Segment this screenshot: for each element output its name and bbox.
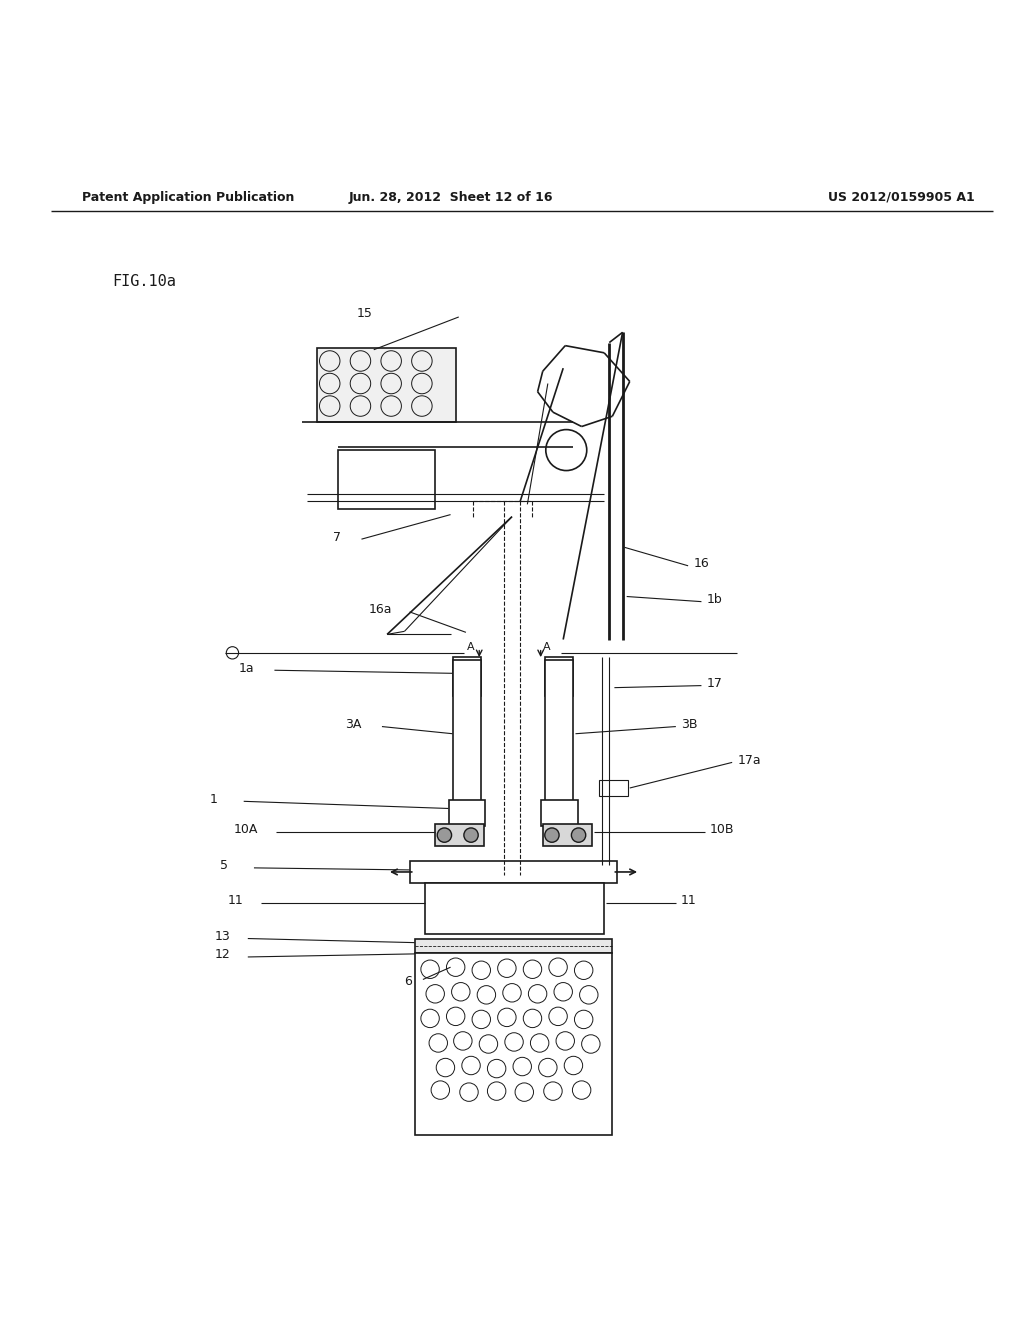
Bar bbox=[543, 824, 592, 846]
Circle shape bbox=[464, 828, 478, 842]
Bar bbox=[317, 347, 456, 422]
Text: 6: 6 bbox=[404, 975, 413, 989]
Bar bbox=[545, 657, 573, 696]
Text: 12: 12 bbox=[215, 948, 230, 961]
Bar bbox=[415, 939, 612, 953]
Text: Jun. 28, 2012  Sheet 12 of 16: Jun. 28, 2012 Sheet 12 of 16 bbox=[348, 190, 553, 203]
Text: 11: 11 bbox=[681, 894, 696, 907]
Bar bbox=[449, 800, 485, 826]
Bar bbox=[338, 450, 435, 510]
Text: 10A: 10A bbox=[233, 824, 258, 837]
Text: FIG.10a: FIG.10a bbox=[113, 273, 176, 289]
Text: 1: 1 bbox=[210, 793, 218, 805]
Text: A: A bbox=[543, 642, 550, 652]
Bar bbox=[435, 824, 484, 846]
Circle shape bbox=[571, 828, 586, 842]
Bar bbox=[453, 660, 481, 824]
Text: 1a: 1a bbox=[239, 661, 254, 675]
Text: 11: 11 bbox=[227, 894, 243, 907]
Circle shape bbox=[437, 828, 452, 842]
Text: 16: 16 bbox=[693, 557, 709, 570]
Bar bbox=[545, 660, 573, 824]
Bar bbox=[415, 863, 612, 882]
Text: 1b: 1b bbox=[707, 593, 722, 606]
Text: 15: 15 bbox=[356, 308, 373, 321]
Text: 16a: 16a bbox=[369, 603, 392, 616]
Text: 17: 17 bbox=[707, 677, 723, 690]
Text: 3A: 3A bbox=[345, 718, 361, 731]
Text: US 2012/0159905 A1: US 2012/0159905 A1 bbox=[827, 190, 975, 203]
Circle shape bbox=[545, 828, 559, 842]
Text: 13: 13 bbox=[215, 931, 230, 942]
Text: 3B: 3B bbox=[681, 718, 697, 731]
Text: Patent Application Publication: Patent Application Publication bbox=[82, 190, 294, 203]
Bar bbox=[410, 861, 617, 883]
Text: A: A bbox=[467, 642, 474, 652]
Text: 5: 5 bbox=[220, 859, 228, 873]
Text: 10B: 10B bbox=[710, 824, 734, 837]
Bar bbox=[415, 953, 612, 1135]
Bar bbox=[599, 780, 628, 796]
Text: 17a: 17a bbox=[737, 754, 761, 767]
Text: 7: 7 bbox=[333, 531, 341, 544]
Bar bbox=[453, 657, 481, 696]
Bar bbox=[425, 883, 604, 935]
Bar bbox=[541, 800, 578, 826]
